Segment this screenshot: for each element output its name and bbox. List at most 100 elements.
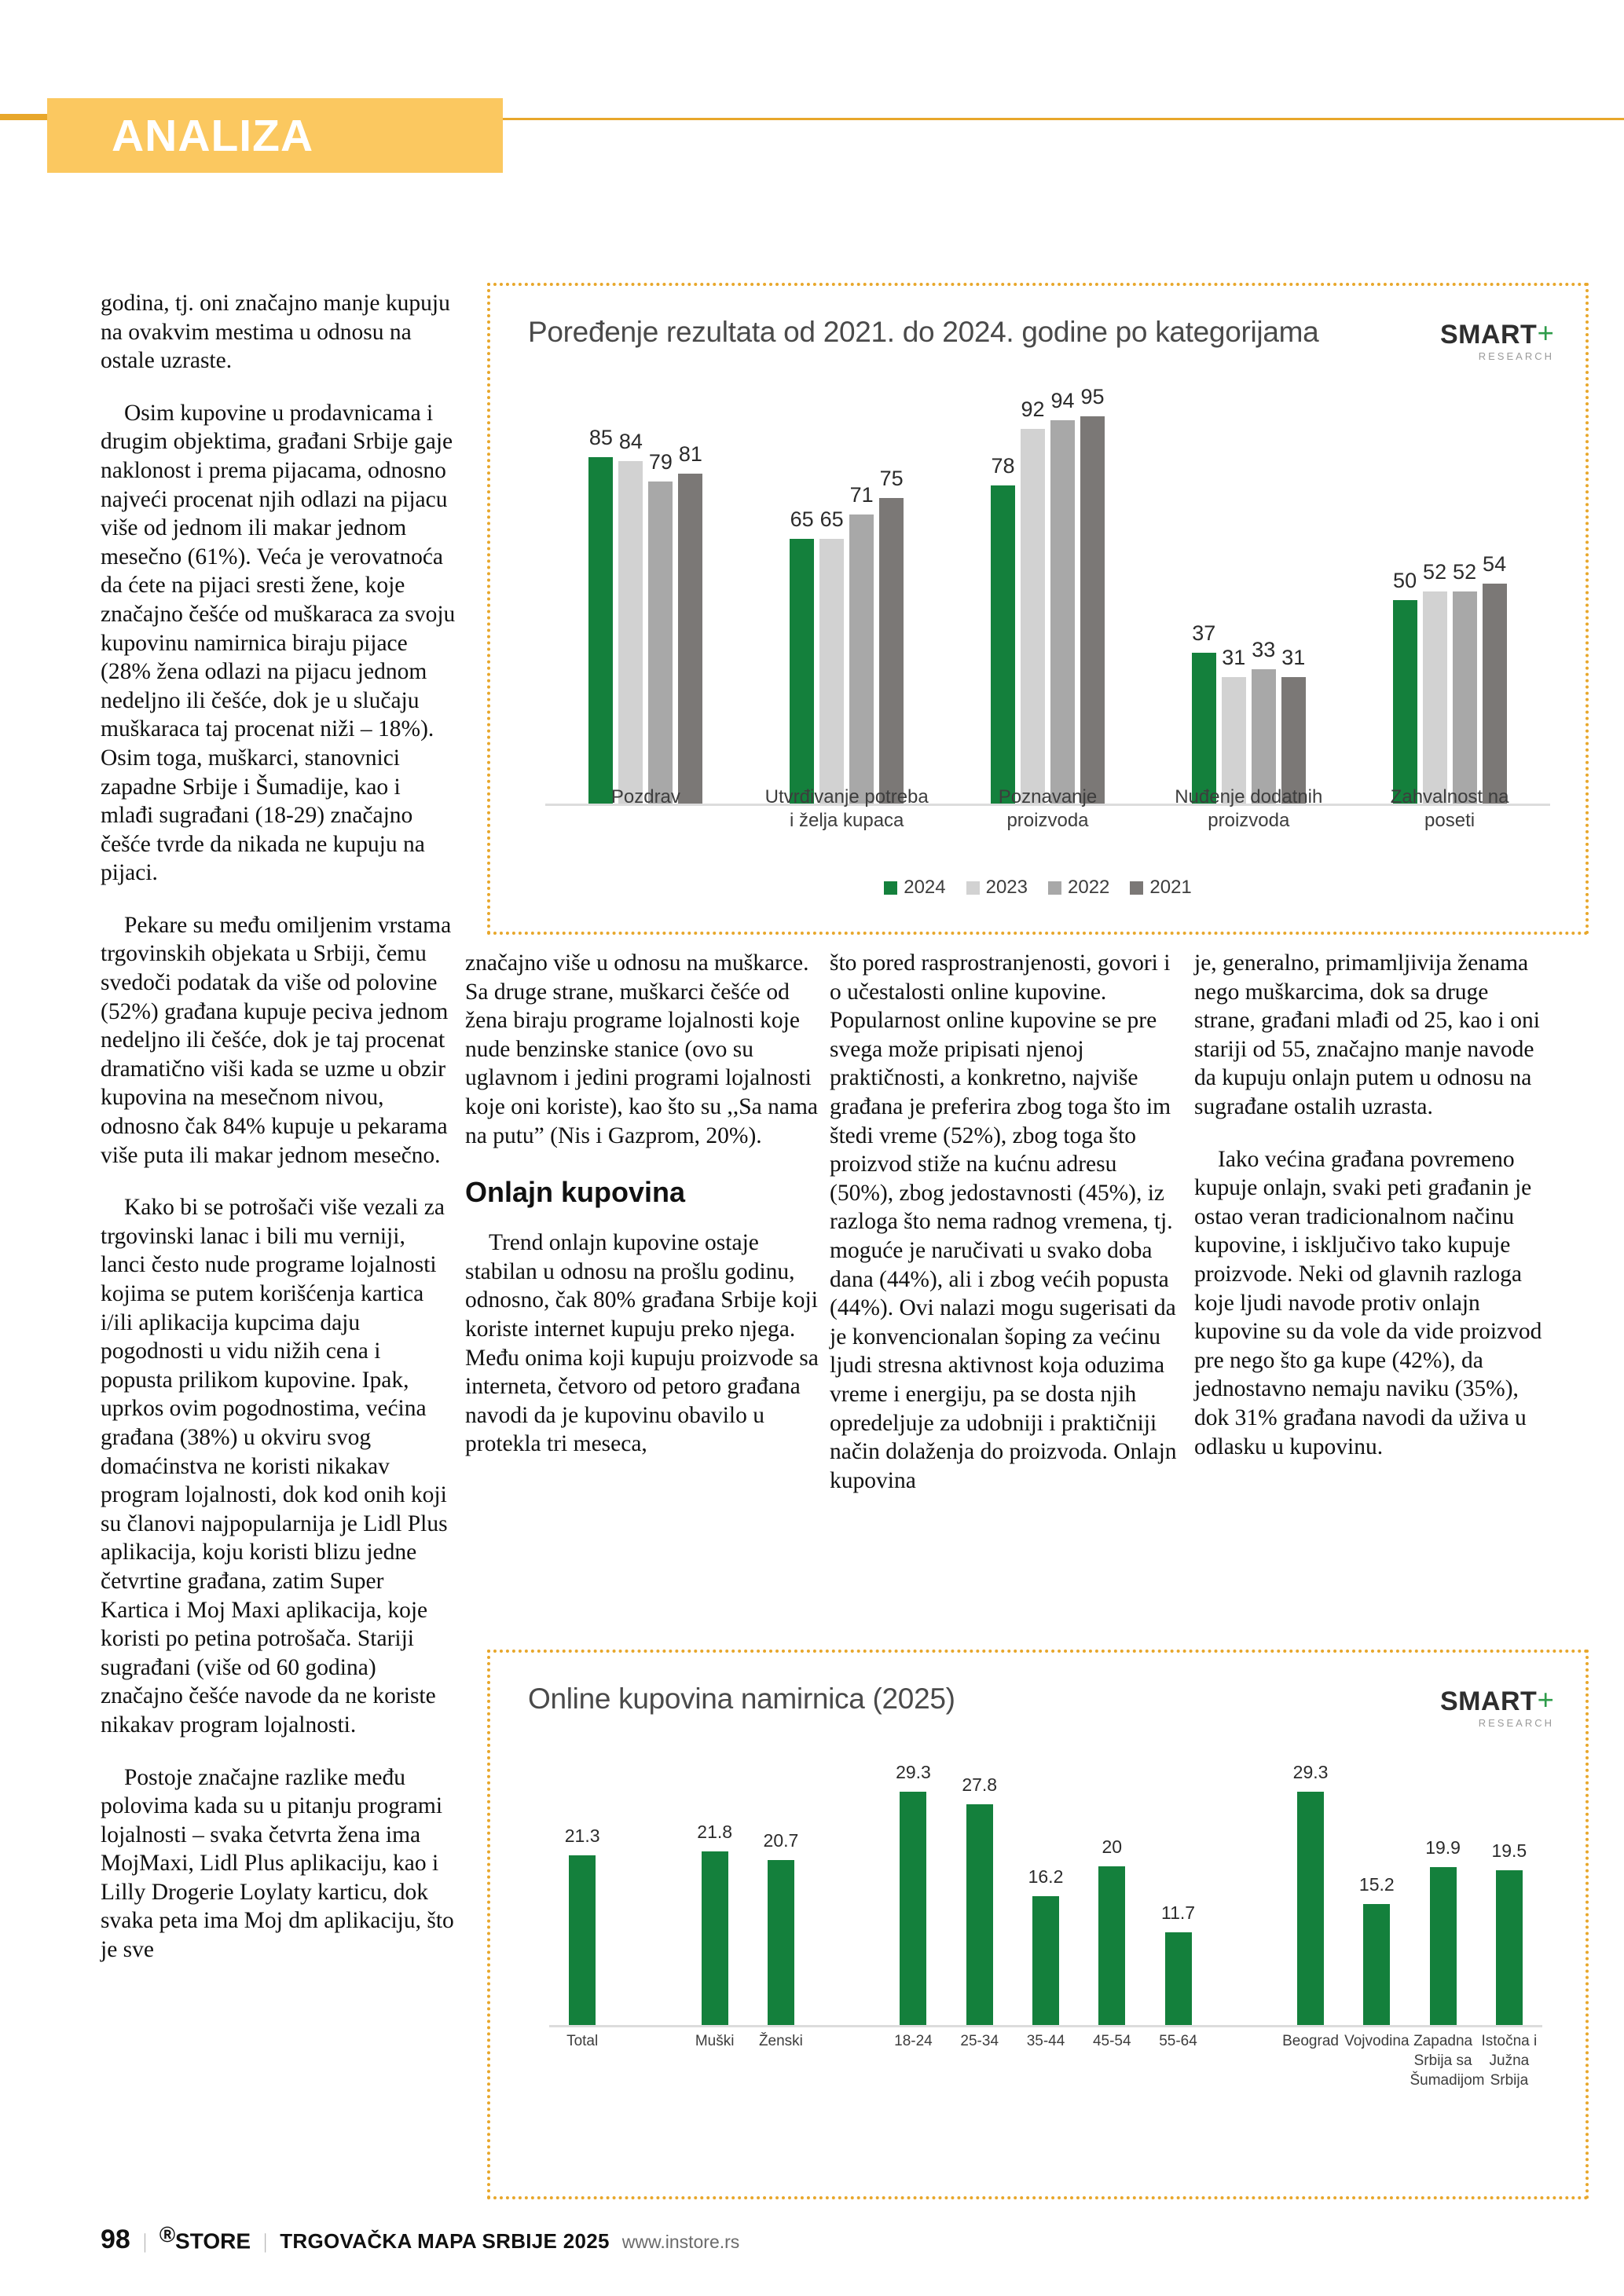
- bar-value-label: 65: [790, 507, 814, 531]
- bar-value-label: 20.7: [763, 1830, 799, 1851]
- bar-value-label: 52: [1423, 560, 1447, 584]
- page-number: 98: [101, 2225, 130, 2254]
- bar-slot: 52: [1422, 396, 1447, 804]
- x-axis-label: Vojvodina: [1344, 2033, 1410, 2049]
- bar: 27.8: [962, 1774, 997, 2025]
- bar-value-label: 27.8: [962, 1774, 998, 1795]
- chart1-plot: 85 84 79 81 65 65 71 75 78 92 94 95 37 31 33 31 50 52 52 54: [545, 385, 1550, 806]
- chart1-axis-line: [545, 804, 1550, 806]
- footer-title: TRGOVAČKA MAPA SRBIJE 2025: [280, 2229, 610, 2253]
- bar-slot: 65: [819, 396, 845, 804]
- bar: 94: [1050, 389, 1075, 804]
- bar: 33: [1251, 638, 1276, 804]
- paragraph: Trend onlajn kupovine ostaje stabilan u …: [465, 1230, 819, 1457]
- bar-value-label: 37: [1192, 621, 1216, 645]
- footer-divider: |: [263, 2230, 268, 2253]
- bar: 19.5: [1491, 1840, 1527, 2025]
- paragraph: Postoje značajne razlike među polovima k…: [101, 1764, 454, 1963]
- chart1-x-axis-labels: Pozdrav Utvrđivanje potreba i želja kupac…: [545, 785, 1550, 856]
- legend-item[interactable]: 2021: [1130, 877, 1192, 899]
- bar-value-label: 16.2: [1028, 1866, 1064, 1887]
- legend-label: 2021: [1149, 877, 1192, 898]
- x-axis-label: Istočna i Južna Srbija: [1481, 2033, 1538, 2089]
- bar-value-label: 71: [849, 482, 874, 507]
- bar-slot: 29.3: [1278, 1762, 1344, 2025]
- legend-label: 2024: [904, 877, 946, 898]
- bar: 75: [879, 467, 904, 804]
- chart1-title: Poređenje rezultata od 2021. do 2024. go…: [528, 316, 1319, 348]
- smart-research-logo: SMART+ RESEARCH: [1440, 316, 1554, 361]
- paragraph: Iako većina građana povremeno kupuje onl…: [1194, 1146, 1542, 1459]
- bar-slot: 84: [618, 396, 643, 804]
- bar-value-label: 50: [1393, 568, 1417, 592]
- bar-value-label: 52: [1453, 560, 1477, 584]
- bar: 81: [678, 442, 703, 804]
- bar-slot: 37: [1191, 396, 1216, 804]
- x-axis-label: Zapadna Srbija sa Šumadijom: [1410, 2033, 1485, 2089]
- text-column-3: što pored rasprostranjenosti, govori i o…: [830, 949, 1185, 1495]
- chart-comparison-2021-2024: Poređenje rezultata od 2021. do 2024. go…: [487, 283, 1589, 935]
- logo-plus-icon: +: [1537, 1684, 1554, 1717]
- bar-value-label: 20: [1102, 1836, 1123, 1857]
- legend-item[interactable]: 2023: [966, 877, 1028, 899]
- legend-swatch-icon: [966, 881, 980, 895]
- bar-slot: 71: [849, 396, 874, 804]
- logo-subtitle: RESEARCH: [1478, 350, 1554, 362]
- paragraph: što pored rasprostranjenosti, govori i o…: [830, 950, 1177, 1493]
- bar: 95: [1080, 385, 1105, 804]
- x-axis-label: Utvrđivanje potreba i želja kupaca: [764, 786, 929, 831]
- bar-slot: 81: [678, 396, 703, 804]
- footer-divider: |: [142, 2230, 148, 2253]
- bar: 52: [1422, 560, 1447, 804]
- x-axis-label: Zahvalnost na poseti: [1390, 786, 1509, 831]
- legend-label: 2022: [1068, 877, 1110, 898]
- bar-value-label: 31: [1222, 646, 1246, 670]
- text-column-4: je, generalno, primamljivija ženama nego…: [1194, 949, 1549, 1461]
- brand-logo: ⓇSTORE: [159, 2222, 251, 2254]
- x-axis-label: Ženski: [758, 2033, 803, 2049]
- page-footer: 98 | ⓇSTORE | TRGOVAČKA MAPA SRBIJE 2025…: [0, 2216, 1624, 2255]
- bar-slot: 16.2: [1013, 1771, 1079, 2025]
- x-axis-label: 55-64: [1159, 2033, 1197, 2049]
- bar-slot: 65: [790, 396, 815, 804]
- subheading-onlajn-kupovina: Onlajn kupovina: [465, 1176, 686, 1209]
- bar: 29.3: [896, 1762, 931, 2025]
- bar-group: 65 65 71 75: [790, 396, 904, 804]
- logo-plus-icon: +: [1537, 317, 1554, 350]
- bar: 65: [790, 507, 815, 804]
- bar-slot: 78: [990, 396, 1015, 804]
- bar-gap: [814, 1771, 880, 2025]
- legend-swatch-icon: [1130, 881, 1144, 895]
- chart2-plot: 21.3 21.8 20.7 29.3 27.8 16.2 20 11.7 29.3 15.2 19…: [549, 1762, 1542, 2027]
- x-axis-label: 25-34: [960, 2033, 999, 2049]
- bar-group: 78 92 94 95: [990, 385, 1105, 804]
- x-axis-label: Nuđenje dodatnih proizvoda: [1175, 786, 1323, 831]
- bar-slot: 79: [648, 396, 673, 804]
- bar-value-label: 84: [618, 430, 643, 454]
- legend-swatch-icon: [884, 881, 898, 895]
- bar-gap: [1212, 1771, 1278, 2025]
- bar-value-label: 21.8: [697, 1822, 733, 1843]
- chart2-header: Online kupovina namirnica (2025) SMART+ …: [528, 1683, 1554, 1728]
- chart2-title: Online kupovina namirnica (2025): [528, 1683, 955, 1715]
- bar-slot: 52: [1452, 396, 1477, 804]
- legend-item[interactable]: 2024: [884, 877, 946, 899]
- bar-slot: 31: [1221, 396, 1246, 804]
- legend-item[interactable]: 2022: [1048, 877, 1109, 899]
- bar: 50: [1392, 569, 1417, 804]
- bar-value-label: 15.2: [1358, 1874, 1395, 1895]
- bar-value-label: 29.3: [1292, 1762, 1329, 1783]
- bar: 16.2: [1028, 1866, 1063, 2025]
- x-axis-label: 45-54: [1092, 2033, 1131, 2049]
- bar-slot: 92: [1020, 396, 1045, 804]
- registered-icon: Ⓡ: [159, 2226, 176, 2244]
- bar: 79: [648, 450, 673, 804]
- paragraph: Osim kupovine u prodavnicama i drugim ob…: [101, 400, 456, 886]
- brand-name: STORE: [175, 2228, 251, 2253]
- smart-research-logo: SMART+ RESEARCH: [1440, 1683, 1554, 1728]
- bar-slot: 21.8: [682, 1771, 748, 2025]
- bar-value-label: 79: [648, 450, 673, 474]
- x-axis-label: Poznavanje proizvoda: [998, 786, 1098, 831]
- bar: 31: [1281, 646, 1306, 804]
